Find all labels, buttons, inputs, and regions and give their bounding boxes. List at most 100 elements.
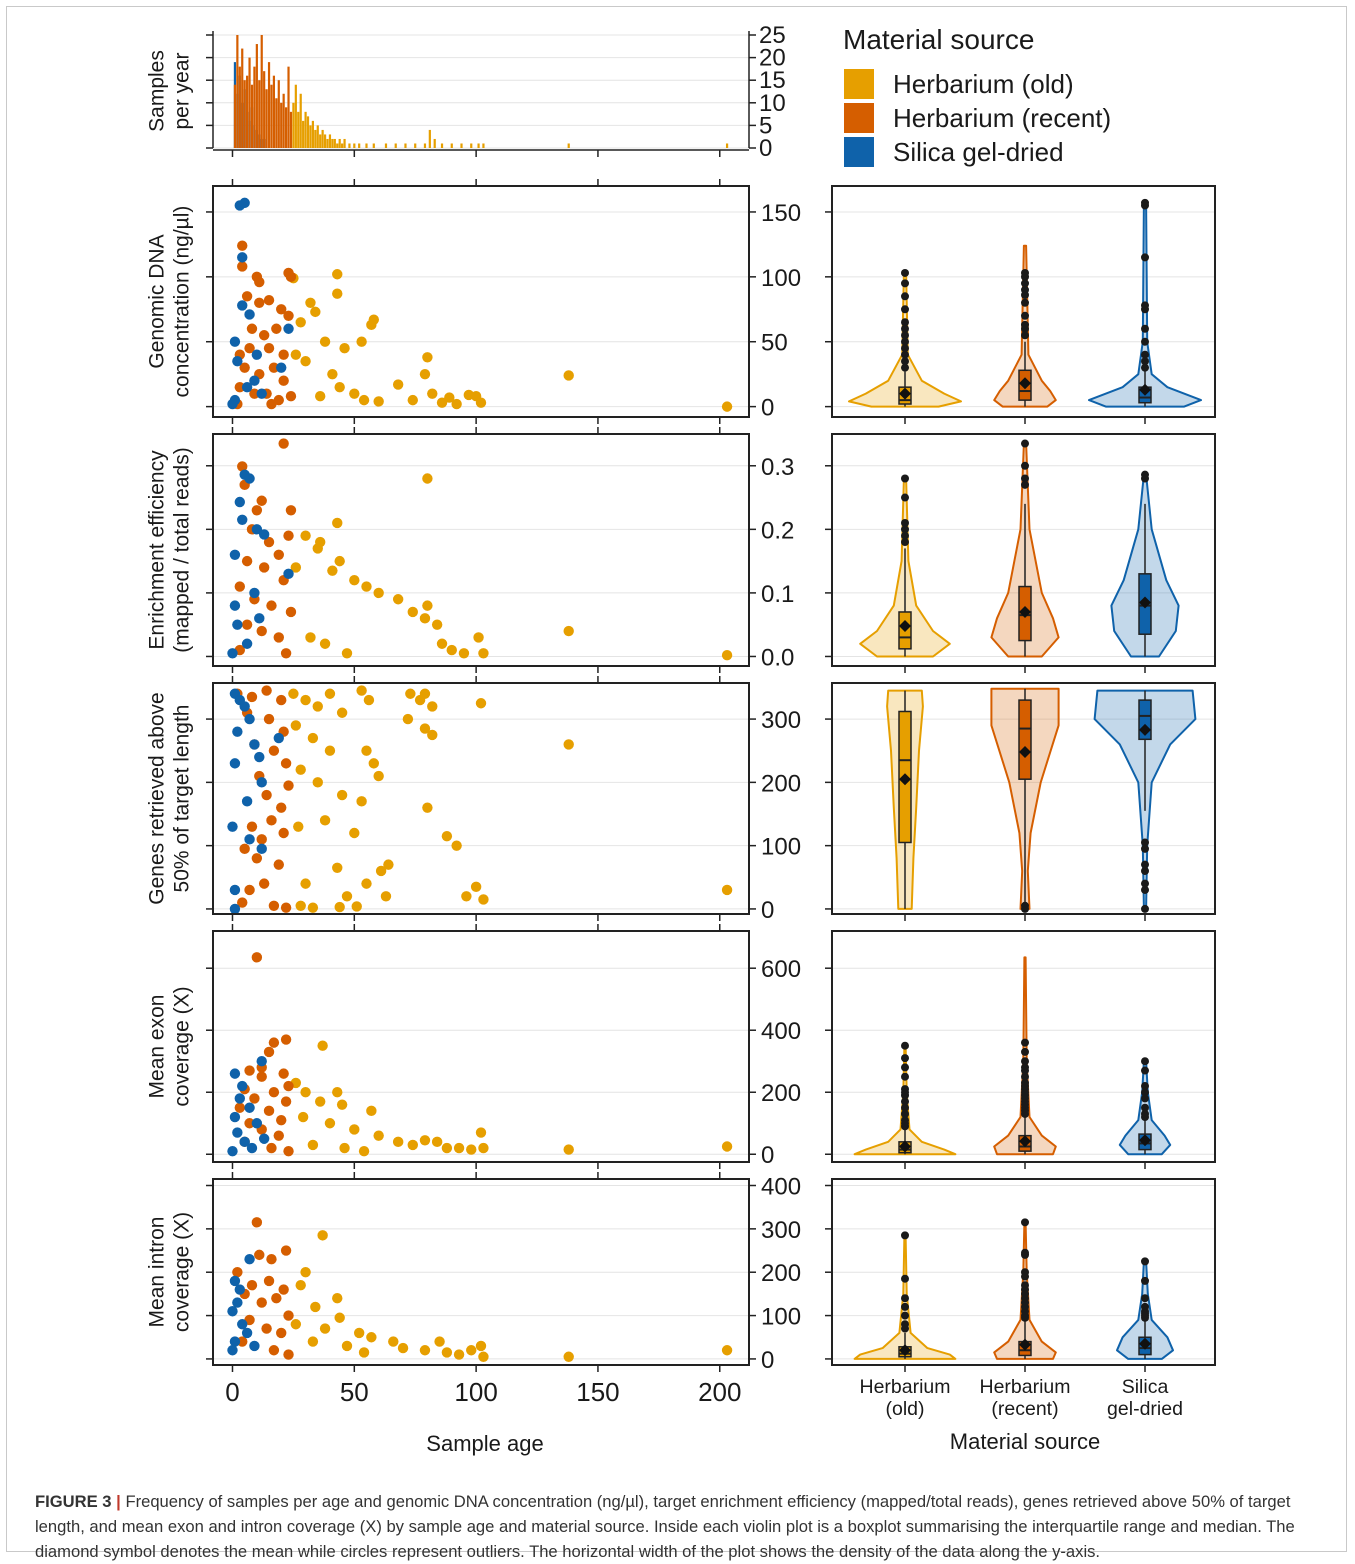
scatter-point [300,530,311,541]
violin-outlier [1141,198,1149,207]
violin-outlier [901,531,909,540]
scatter-point [256,625,267,637]
scatter-point [229,1068,241,1079]
scatter-point [261,685,272,696]
scatter-point [241,638,253,649]
scatter-point [234,1102,245,1113]
legend-label-old: Herbarium (old) [893,69,1074,99]
violin-outlier [1021,474,1029,483]
violin-xlabel: Material source [950,1429,1100,1454]
violin-outlier [901,1097,909,1106]
scatter-point [332,288,343,299]
hist-bar [353,143,356,148]
scatter-point [392,1136,404,1148]
hist-ytick-label: 10 [759,90,786,117]
violin-outlier [1141,1103,1149,1112]
scatter-point [256,388,267,399]
scatter-xtick-label: 100 [454,1377,497,1407]
scatter-xtick-label: 0 [225,1377,239,1407]
violin-outlier [1141,1082,1149,1091]
violin-outlier [901,292,909,301]
violin-outlier [1141,324,1149,333]
scatter-point [305,632,316,643]
hist-bar [333,138,336,148]
scatter-point [332,862,343,873]
violin-outlier [1021,1072,1029,1081]
scatter-point [280,1245,292,1256]
violin-outlier [1021,1078,1029,1087]
scatter-point [317,1230,328,1241]
scatter-ytick-label: 0.1 [761,581,794,608]
scatter-point [261,1323,272,1334]
scatter-point [721,1141,733,1152]
violin-outlier [1141,1094,1149,1103]
scatter-xlabel: Sample age [426,1431,543,1456]
scatter-point [478,648,489,659]
scatter-point [441,1142,453,1154]
violin-outlier [901,474,909,483]
hist-bar [440,143,444,148]
hist-bar [343,138,346,148]
hist-bar [236,35,239,148]
scatter-point [288,688,299,699]
legend-swatch-silica [844,137,874,167]
violin-mean-diamond [899,619,911,632]
scatter-point [353,1327,365,1339]
scatter-point [283,530,294,541]
scatter-point [227,398,238,410]
scatter-point [392,379,404,390]
hist-bar [314,129,317,148]
scatter-point [254,276,265,288]
scatter-point [295,317,306,328]
scatter-point [266,1254,277,1265]
hist-bar [331,138,334,148]
scatter-point [283,780,294,791]
scatter-point [256,1297,267,1308]
scatter-point [266,815,277,826]
violin-outlier [1141,470,1149,479]
scatter-point [280,648,292,659]
scatter-point [244,1065,255,1076]
scatter-point [268,362,280,373]
scatter-ytick-label: 200 [761,1080,801,1107]
scatter-point [290,562,302,573]
scatter-point [358,394,370,406]
scatter-point [563,1351,574,1362]
scatter-point [300,1087,311,1098]
violin-outlier [1021,1063,1029,1072]
scatter-point [239,843,250,855]
violin-outlier [901,1109,909,1118]
scatter-point [256,1071,267,1082]
hist-ytick-label: 20 [759,45,786,72]
scatter-point [263,1046,275,1058]
scatter-point [251,952,263,963]
scatter-point [268,900,280,911]
hist-bar [319,134,322,148]
hist-bar [321,129,324,148]
scatter-ytick-label: 0 [761,1347,774,1374]
scatter-point [315,391,326,402]
scatter-point [232,1267,243,1278]
hist-bar [275,98,278,148]
scatter-point [473,632,484,643]
scatter-point [283,310,294,321]
scatter-point [319,1323,331,1334]
scatter-point [285,391,297,402]
violin-outlier [1021,331,1029,340]
scatter-point [358,1145,370,1157]
hist-bar [414,143,417,148]
violin-outlier [1141,860,1149,869]
legend-title: Material source [843,24,1034,55]
scatter-point [244,834,255,845]
violin-outlier [901,1103,909,1112]
scatter-ytick-label: 200 [761,770,801,797]
scatter-point [349,827,360,839]
scatter-point [278,438,289,449]
scatter-point [244,1118,255,1129]
scatter-point [310,306,321,318]
hist-bar [428,129,431,148]
violin-outlier [901,493,909,502]
scatter-point [263,713,275,725]
scatter-point [237,240,248,251]
violin-xtick-label: Silica [1122,1376,1169,1398]
